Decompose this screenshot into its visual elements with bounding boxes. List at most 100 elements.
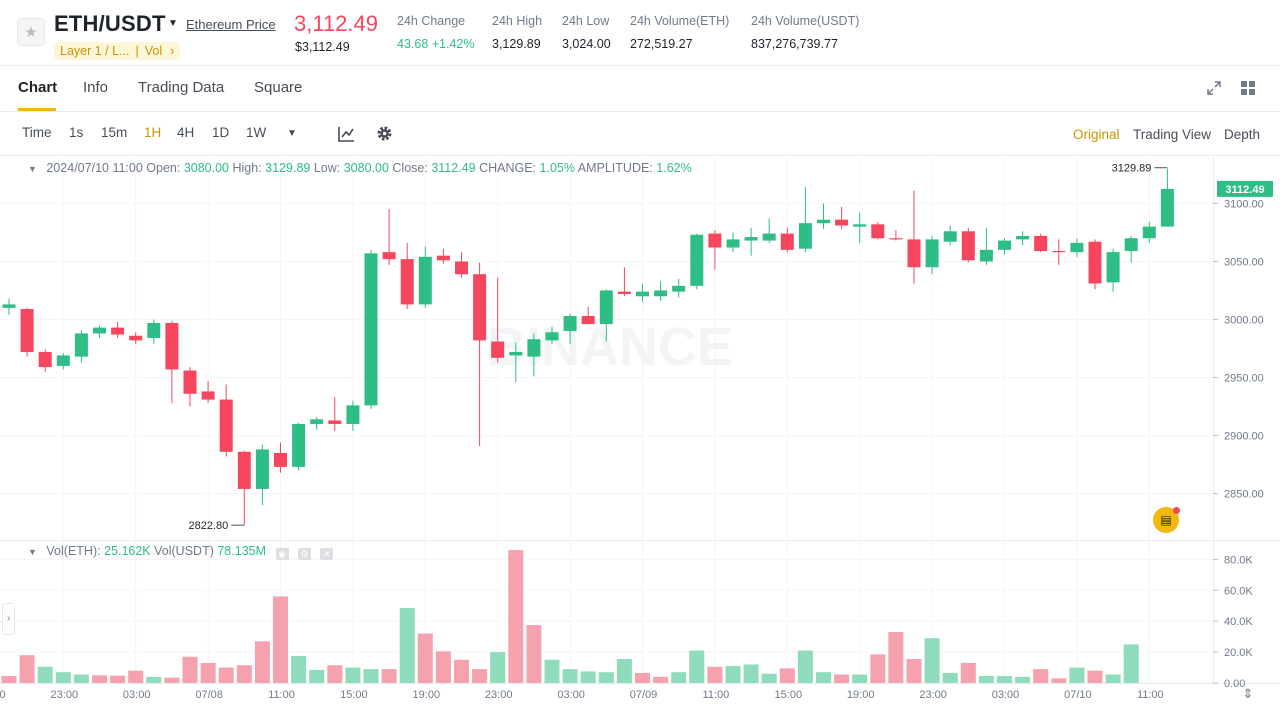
settings-icon[interactable]: ⚙ [297,548,311,560]
candle[interactable] [491,277,505,363]
sidebar-expand-handle[interactable]: › [2,603,15,635]
candle[interactable] [871,221,885,240]
candle[interactable] [654,281,668,301]
volume-bar[interactable] [435,651,451,683]
candle[interactable] [292,422,306,471]
candle[interactable] [418,246,432,308]
volume-bar[interactable] [635,672,650,683]
vol-tag[interactable]: Vol [144,44,163,58]
candle[interactable] [979,227,993,265]
quick-action-button[interactable]: ▤ [1153,507,1179,533]
volume-bar[interactable] [544,659,560,683]
volume-bar[interactable] [834,674,850,684]
volume-bar[interactable] [526,625,542,683]
candle[interactable] [473,262,487,446]
volume-bar[interactable] [1087,670,1103,683]
volume-bar[interactable] [381,669,397,683]
volume-bar[interactable] [146,676,162,683]
volume-bar[interactable] [1015,676,1031,683]
candle[interactable] [1124,235,1138,263]
candle[interactable] [581,306,595,325]
volume-bar[interactable] [707,666,723,683]
volume-bar[interactable] [870,654,886,683]
settings-gear-icon[interactable] [376,125,393,142]
candle[interactable] [636,283,649,303]
volume-bar[interactable] [92,675,107,683]
candle[interactable] [599,289,613,342]
volume-bar[interactable] [852,674,868,684]
volume-bar[interactable] [1105,674,1121,684]
candle[interactable] [237,450,251,525]
candle[interactable] [817,203,830,229]
volume-bar[interactable] [960,662,976,683]
volume-bar[interactable] [309,669,325,683]
volume-bar[interactable] [19,655,35,683]
volume-bar[interactable] [725,666,741,683]
volume-bar[interactable] [924,638,940,683]
candle[interactable] [798,187,812,253]
volume-bar[interactable] [1123,644,1139,683]
volume-bar[interactable] [689,650,705,683]
candle[interactable] [1160,168,1174,227]
volume-bar[interactable] [399,608,415,683]
volume-bar[interactable] [73,674,89,684]
volume-bar[interactable] [1051,678,1067,683]
candle[interactable] [726,232,740,253]
timeframe-1s[interactable]: 1s [69,125,84,140]
candle[interactable] [835,206,849,229]
candle[interactable] [545,326,559,344]
volume-bar[interactable] [580,671,596,683]
expand-icon[interactable] [1206,80,1222,96]
candle[interactable] [38,349,52,372]
volume-bar[interactable] [472,669,488,683]
candle[interactable] [907,190,921,284]
view-trading-view[interactable]: Trading View [1133,127,1212,142]
volume-bar[interactable] [508,550,524,683]
volume-bar[interactable] [417,633,433,683]
volume-bar[interactable] [1,676,17,683]
volume-bar[interactable] [906,659,922,683]
candle[interactable] [925,235,939,275]
volume-bar[interactable] [761,673,777,683]
hide-eye-icon[interactable]: ◉ [275,548,289,560]
candle[interactable] [274,442,287,473]
layout-grid-icon[interactable] [1240,80,1256,96]
indicators-icon[interactable] [338,126,355,142]
tag-row[interactable]: Layer 1 / L... | Vol › [54,42,181,60]
candle[interactable] [382,209,396,265]
volume-bar[interactable] [345,667,361,683]
candle[interactable] [310,416,324,430]
candle[interactable] [527,333,541,377]
candle[interactable] [961,227,975,263]
volume-bar[interactable] [182,656,198,683]
volume-bar[interactable] [254,641,270,683]
timeframe-time[interactable]: Time [22,125,52,140]
candle[interactable] [74,329,88,363]
volume-bar[interactable] [454,659,469,683]
candle[interactable] [436,248,450,264]
candle[interactable] [1016,231,1030,246]
candle[interactable] [998,238,1011,255]
volume-bar[interactable] [273,596,288,683]
candle[interactable] [780,227,794,253]
volume-bar[interactable] [110,675,126,683]
volume-bar[interactable] [653,676,669,683]
candlestick-chart[interactable]: BINANCE 2850.00 2900.00 2950.00 3000.00 3050… [0,157,1280,713]
volume-bar[interactable] [1069,667,1085,683]
tab-info[interactable]: Info [83,79,109,96]
tab-trading-data[interactable]: Trading Data [138,79,225,96]
tab-chart[interactable]: Chart [18,79,58,96]
candle[interactable] [400,242,414,310]
candle[interactable] [56,353,70,370]
volume-bar[interactable] [200,662,216,683]
volume-bar[interactable] [616,659,632,683]
candle[interactable] [1034,233,1048,253]
volume-bar[interactable] [291,655,307,683]
candle[interactable] [93,325,106,339]
view-original[interactable]: Original [1073,127,1120,142]
timeframe-1w[interactable]: 1W [246,125,267,140]
candle[interactable] [201,380,215,404]
candle[interactable] [889,230,903,241]
collapse-caret-icon[interactable]: ▼ [28,164,37,174]
candle[interactable] [219,384,233,457]
